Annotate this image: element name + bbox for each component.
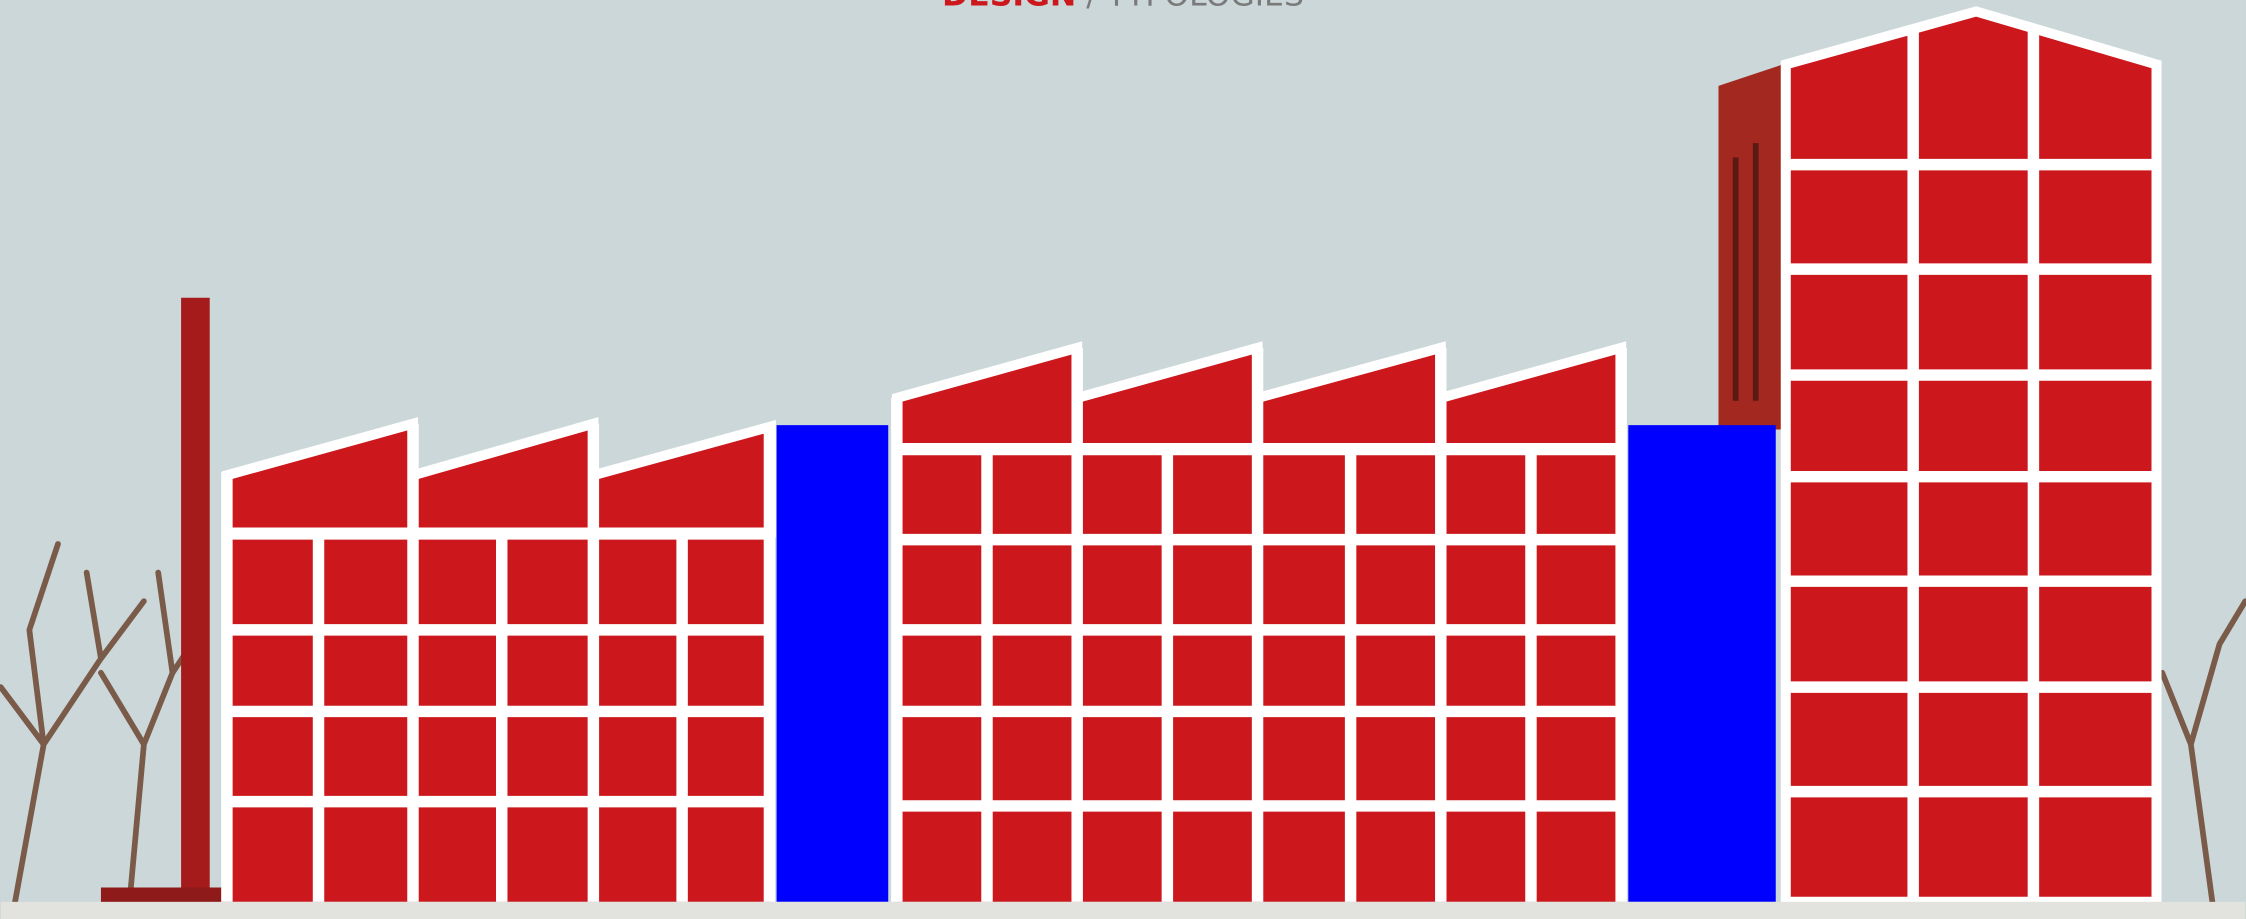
chimney — [181, 298, 210, 902]
ground — [1, 902, 2246, 919]
tower — [1786, 11, 2157, 901]
back-tower — [1718, 64, 1782, 429]
building-middle — [897, 348, 1621, 902]
header: DESIGN / TYPOLOGIES — [942, 0, 1304, 14]
separator: / — [1086, 0, 1097, 14]
gap-right — [1628, 425, 1775, 902]
gap-left — [777, 425, 889, 902]
shape — [1786, 11, 2157, 901]
building-left — [227, 424, 771, 902]
illustration: DESIGN / TYPOLOGIES — [0, 0, 2246, 919]
page: DESIGN / TYPOLOGIES — [0, 0, 2246, 919]
title: TYPOLOGIES — [1106, 0, 1304, 14]
section: DESIGN — [942, 0, 1076, 14]
